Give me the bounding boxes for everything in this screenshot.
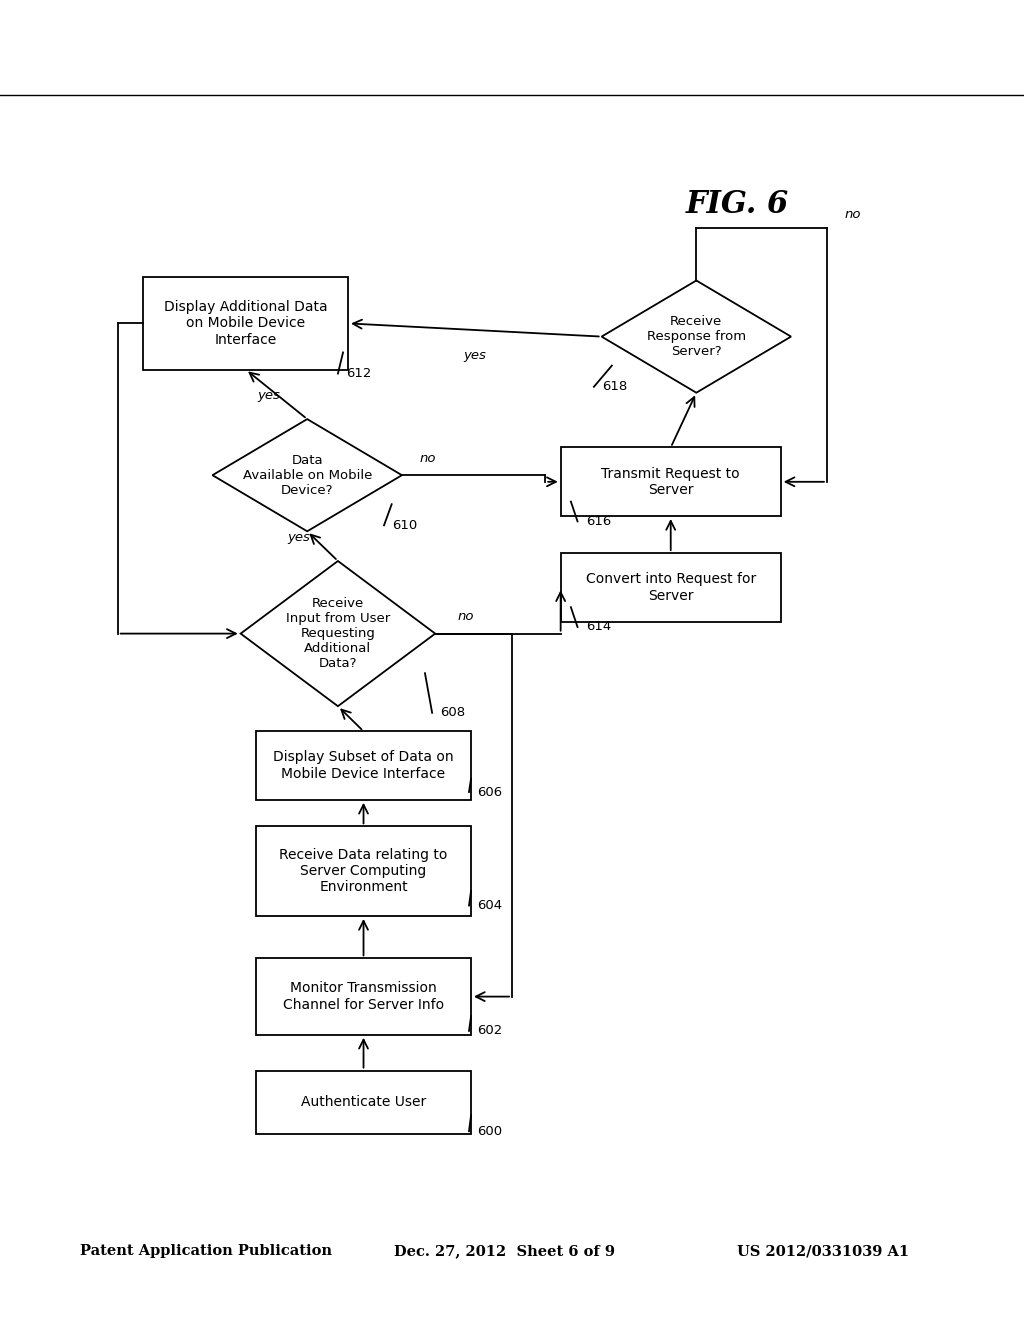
Text: 610: 610 xyxy=(392,519,418,532)
Text: Convert into Request for
Server: Convert into Request for Server xyxy=(586,573,756,602)
Text: Monitor Transmission
Channel for Server Info: Monitor Transmission Channel for Server … xyxy=(283,982,444,1011)
Text: no: no xyxy=(419,451,436,465)
Text: 604: 604 xyxy=(477,899,503,912)
Text: 614: 614 xyxy=(586,620,611,634)
Text: Display Additional Data
on Mobile Device
Interface: Display Additional Data on Mobile Device… xyxy=(164,300,328,347)
Text: Data
Available on Mobile
Device?: Data Available on Mobile Device? xyxy=(243,454,372,496)
Text: yes: yes xyxy=(257,389,280,401)
Text: yes: yes xyxy=(464,348,486,362)
Text: yes: yes xyxy=(288,531,310,544)
Text: 612: 612 xyxy=(346,367,372,380)
FancyBboxPatch shape xyxy=(256,731,471,800)
Text: 616: 616 xyxy=(586,515,611,528)
Text: FIG. 6: FIG. 6 xyxy=(686,189,788,220)
Text: US 2012/0331039 A1: US 2012/0331039 A1 xyxy=(737,1245,909,1258)
Text: Receive Data relating to
Server Computing
Environment: Receive Data relating to Server Computin… xyxy=(280,847,447,895)
Text: no: no xyxy=(458,610,474,623)
Text: Transmit Request to
Server: Transmit Request to Server xyxy=(601,467,740,496)
FancyBboxPatch shape xyxy=(256,826,471,916)
Text: 602: 602 xyxy=(477,1024,503,1038)
Text: Patent Application Publication: Patent Application Publication xyxy=(80,1245,332,1258)
Text: 608: 608 xyxy=(440,706,466,719)
Text: Dec. 27, 2012  Sheet 6 of 9: Dec. 27, 2012 Sheet 6 of 9 xyxy=(394,1245,615,1258)
Text: Receive
Input from User
Requesting
Additional
Data?: Receive Input from User Requesting Addit… xyxy=(286,597,390,671)
FancyBboxPatch shape xyxy=(143,277,348,370)
Polygon shape xyxy=(602,281,792,393)
Text: Authenticate User: Authenticate User xyxy=(301,1096,426,1109)
FancyBboxPatch shape xyxy=(561,553,780,622)
Text: no: no xyxy=(844,209,861,220)
Text: Display Subset of Data on
Mobile Device Interface: Display Subset of Data on Mobile Device … xyxy=(273,751,454,780)
FancyBboxPatch shape xyxy=(256,958,471,1035)
FancyBboxPatch shape xyxy=(561,447,780,516)
Text: 600: 600 xyxy=(477,1125,503,1138)
Polygon shape xyxy=(241,561,435,706)
FancyBboxPatch shape xyxy=(256,1071,471,1134)
Text: 618: 618 xyxy=(602,380,628,393)
Polygon shape xyxy=(213,420,401,531)
Text: Receive
Response from
Server?: Receive Response from Server? xyxy=(647,315,745,358)
Text: 606: 606 xyxy=(477,785,503,799)
